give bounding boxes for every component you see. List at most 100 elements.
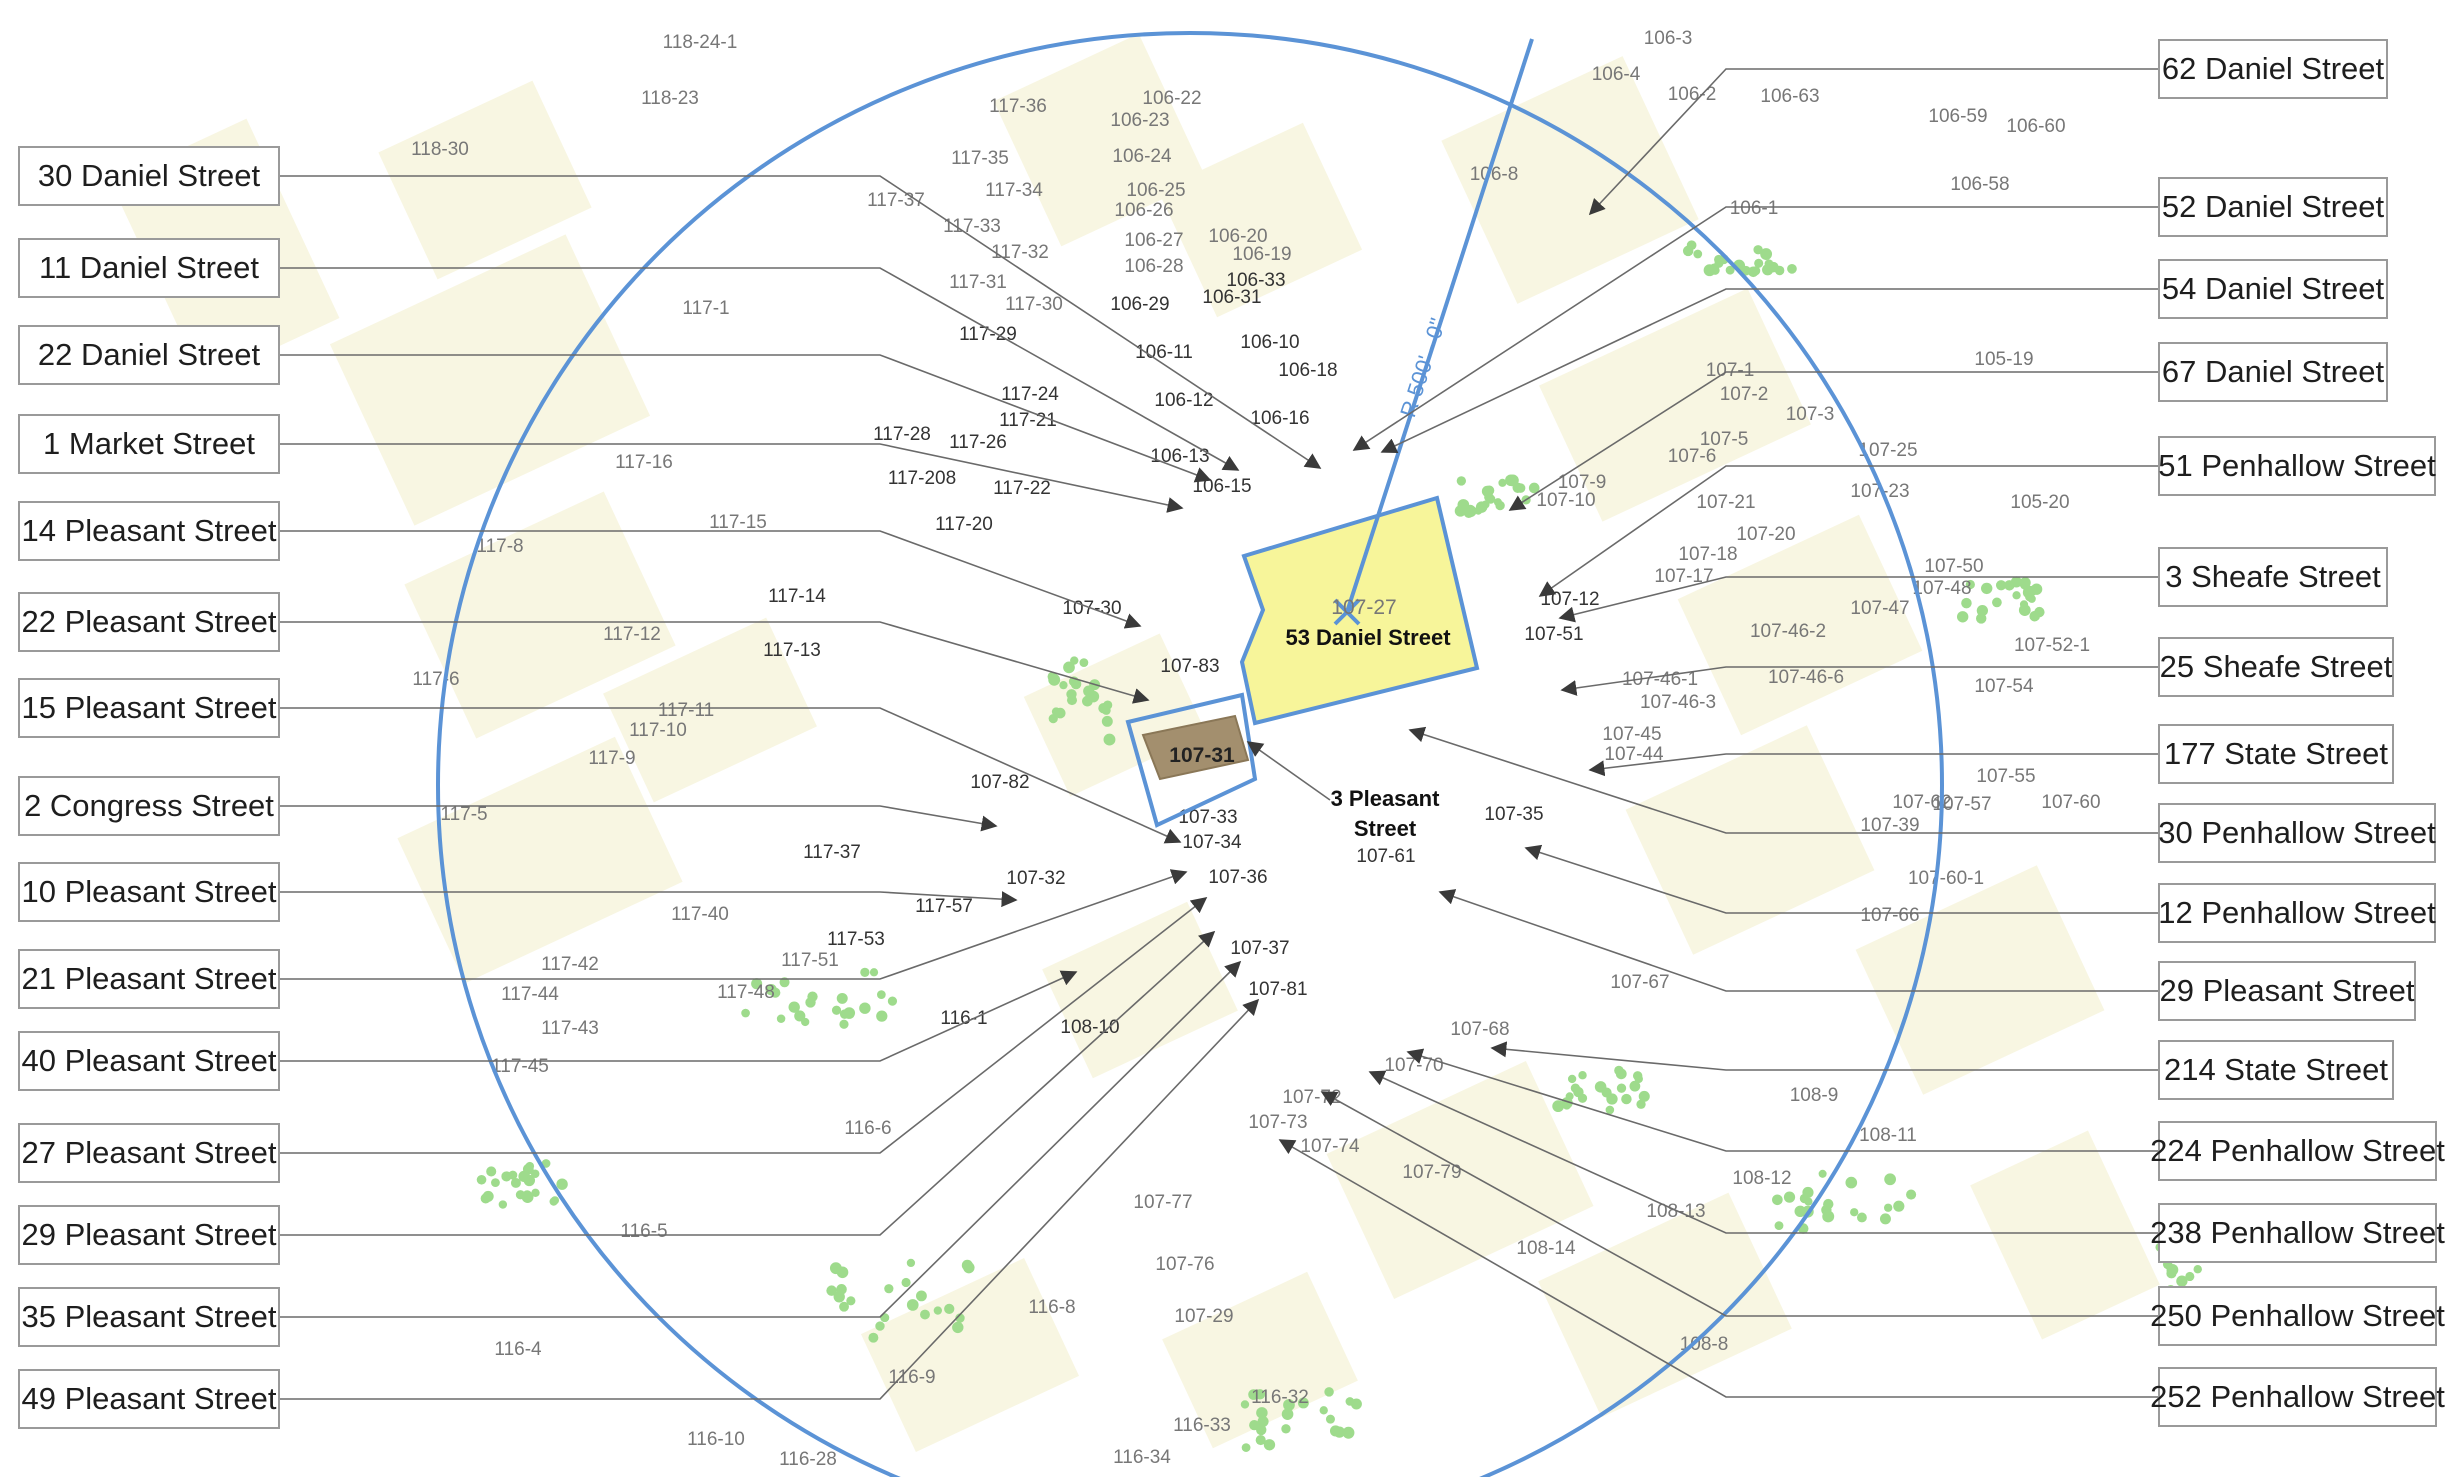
- address-label: 52 Daniel Street: [2158, 177, 2388, 237]
- parcel-number: 107-50: [1924, 556, 1983, 577]
- parcel-number: 117-45: [491, 1056, 549, 1077]
- tree: [2166, 1268, 2177, 1279]
- tree: [1804, 1197, 1813, 1206]
- parcel-number: 107-51: [1524, 624, 1583, 645]
- parcel-number: 106-24: [1112, 146, 1172, 167]
- tree: [1638, 1090, 1650, 1102]
- parcel-number: 107-82: [970, 772, 1029, 793]
- parcel-number: 117-40: [671, 904, 729, 925]
- parcel-number: 107-44: [1604, 744, 1664, 765]
- leader-line: [1558, 576, 2158, 623]
- tree: [1634, 1074, 1643, 1084]
- tree: [1283, 1399, 1295, 1411]
- address-label: 21 Pleasant Street: [18, 949, 280, 1009]
- tree: [1992, 597, 2002, 608]
- parcel-number: 107-25: [1858, 440, 1917, 461]
- tree: [1048, 714, 1058, 724]
- parcel-number: 107-61: [1356, 846, 1415, 867]
- tree: [877, 990, 886, 999]
- parcel-number: 106-2: [1668, 84, 1717, 105]
- parcel-number: 107-1: [1706, 360, 1755, 381]
- parcel-number: 107-79: [1402, 1162, 1461, 1183]
- tree: [510, 1177, 521, 1188]
- parcel-number: 107-5: [1700, 429, 1749, 450]
- tree: [875, 1321, 885, 1331]
- tree: [1906, 1189, 1917, 1200]
- leader-line: [280, 930, 1216, 1236]
- parcel-number: 107-76: [1155, 1254, 1214, 1275]
- leader-line: [280, 530, 1142, 629]
- parcel-number: 117-21: [999, 410, 1057, 431]
- tree: [751, 978, 763, 990]
- parcel-number: 106-63: [1760, 86, 1819, 107]
- tree: [541, 1159, 551, 1168]
- tree: [1562, 1101, 1571, 1110]
- tree: [1621, 1093, 1632, 1105]
- parcel-number: 116-10: [687, 1429, 745, 1450]
- tree: [1297, 1397, 1309, 1409]
- parcel-number: 107-62: [1892, 792, 1951, 813]
- parcel-number: 118-24-1: [663, 32, 738, 53]
- parcel-number: 106-11: [1135, 342, 1193, 363]
- tree: [1103, 733, 1116, 746]
- parcel-number: 108-10: [1060, 1017, 1119, 1038]
- leader-line: [280, 897, 1208, 1154]
- parcel-number: 106-60: [2006, 116, 2065, 137]
- parcel-number: 117-5: [440, 804, 487, 825]
- leader-line: [1406, 1048, 2158, 1152]
- tree: [741, 1008, 750, 1018]
- tree: [1070, 656, 1079, 665]
- leader-line: [1368, 1070, 2158, 1234]
- tree: [1342, 1426, 1355, 1439]
- tree: [508, 1170, 518, 1180]
- leader-lines: [280, 68, 2158, 1400]
- parcel-number: 106-33: [1226, 270, 1285, 291]
- parcel-number: 106-3: [1644, 28, 1693, 49]
- tree: [1082, 695, 1093, 707]
- secondary-address-line2: Street: [1354, 816, 1417, 841]
- parcel-number: 107-23: [1850, 481, 1909, 502]
- leader-line: [1560, 666, 2158, 696]
- leader-line: [280, 175, 1322, 469]
- parcel-number: 117-16: [615, 452, 673, 473]
- parcel-number: 107-35: [1484, 804, 1543, 825]
- parcel-number: 117-11: [658, 700, 714, 721]
- tree: [1856, 1212, 1867, 1223]
- parcel-number: 107-70: [1384, 1055, 1443, 1076]
- tree: [1686, 240, 1697, 251]
- tree: [1498, 478, 1507, 487]
- tree: [1059, 681, 1068, 690]
- tree: [1263, 1439, 1276, 1451]
- tree: [1774, 265, 1785, 276]
- tree: [1802, 1186, 1814, 1199]
- parcel-number: 117-13: [763, 640, 821, 661]
- tree: [1255, 1435, 1266, 1446]
- parcel-number: 108-9: [1790, 1085, 1839, 1106]
- tree: [887, 996, 898, 1006]
- leader-line: [280, 267, 1240, 471]
- tree: [2018, 604, 2031, 617]
- tree: [2034, 606, 2045, 618]
- tree: [1879, 1213, 1891, 1225]
- tree: [1565, 1092, 1574, 1101]
- tree: [556, 1178, 568, 1190]
- leader-line: [1538, 465, 2158, 597]
- tree: [2185, 1271, 2195, 1282]
- address-label: 2 Congress Street: [18, 776, 280, 836]
- tree: [826, 1285, 837, 1296]
- parcel-number: 117-1: [682, 298, 729, 319]
- parcel-number: 107-48: [1912, 578, 1971, 599]
- parcel-number: 107-10: [1536, 490, 1595, 511]
- parcel-number: 106-31: [1202, 287, 1261, 308]
- parcel-number: 116-9: [888, 1367, 935, 1388]
- parcel-number: 108-13: [1646, 1201, 1705, 1222]
- parcel-number: 117-10: [629, 720, 687, 741]
- address-label: 15 Pleasant Street: [18, 678, 280, 738]
- tree: [1821, 1204, 1832, 1216]
- tree: [1762, 264, 1774, 276]
- parcel-number: 116-5: [620, 1221, 667, 1242]
- leader-line: [1278, 1139, 2158, 1398]
- parcel-number: 107-47: [1850, 598, 1909, 619]
- parcel-number: 117-29: [959, 324, 1017, 345]
